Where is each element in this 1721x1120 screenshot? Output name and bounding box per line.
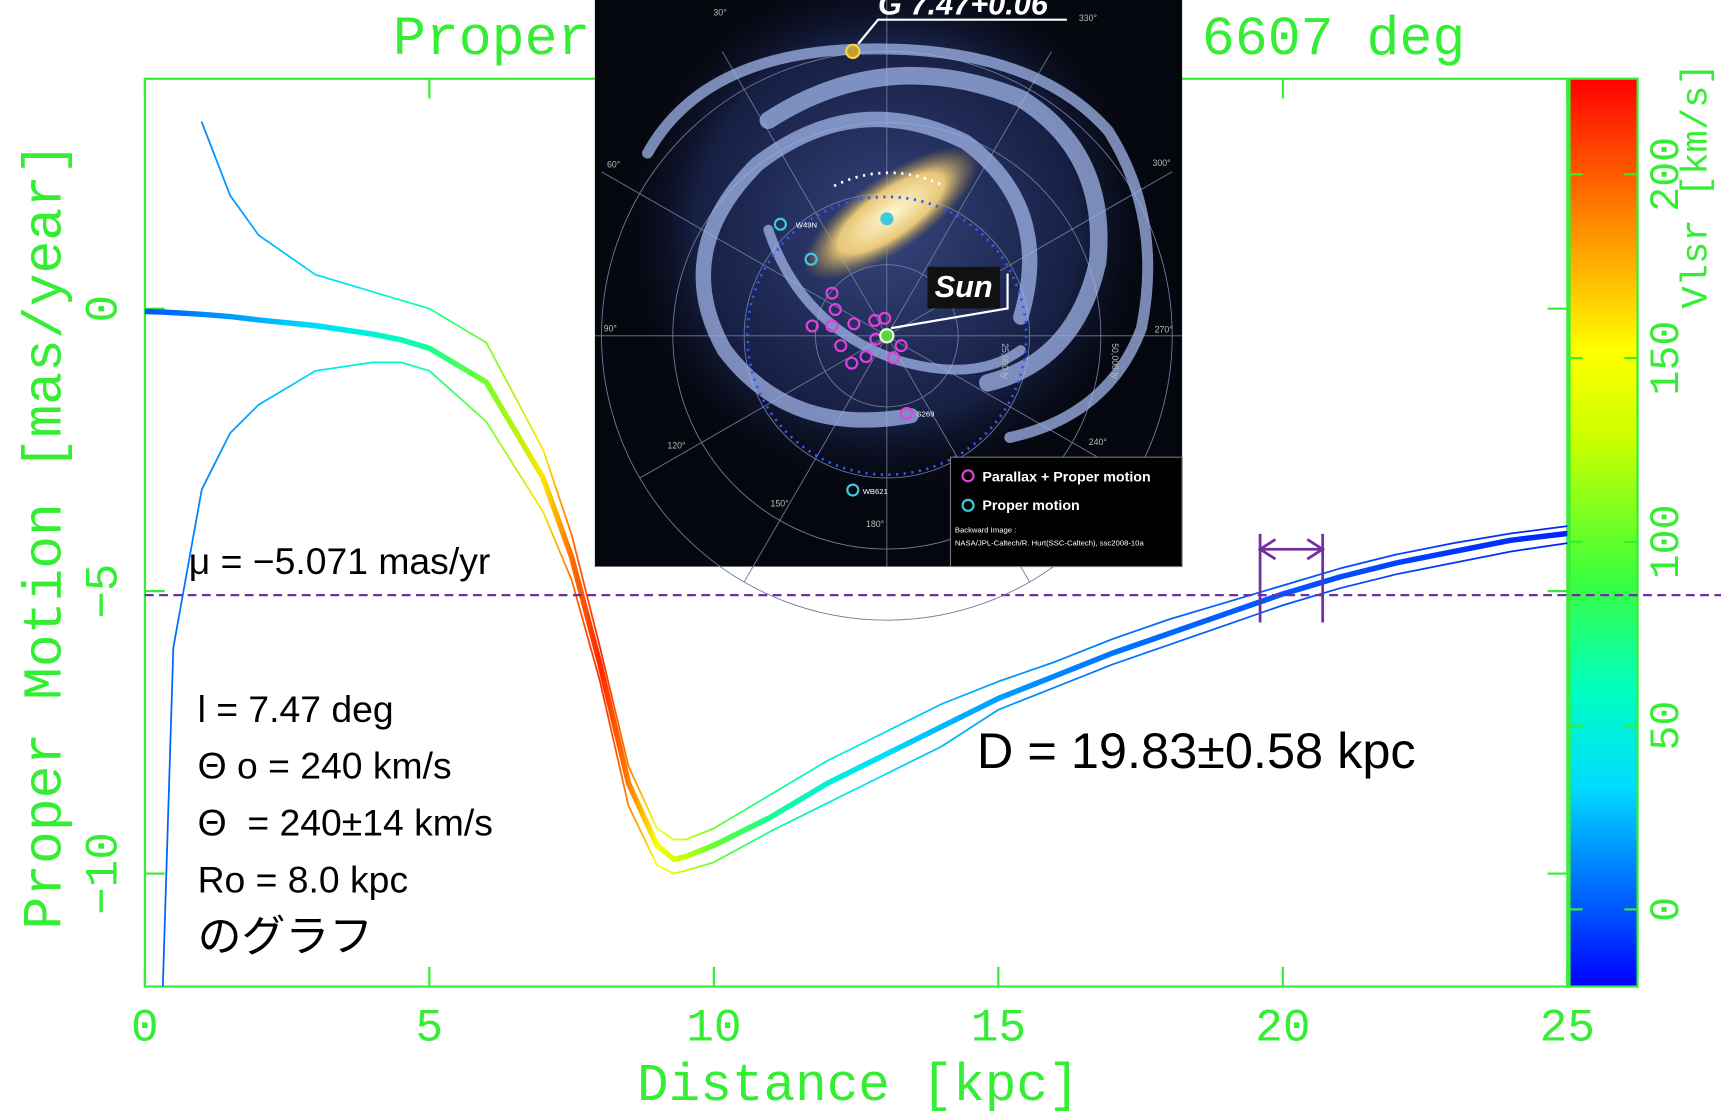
angle-label: 60° [607,159,620,169]
angle-label: 240° [1089,437,1107,447]
sun-marker [880,329,893,342]
legend-label: Parallax + Proper motion [982,470,1150,486]
x-axis-label: Distance [kpc] [637,1056,1080,1116]
y-axis-label: Proper Motion [mas/year] [16,142,78,929]
y-tick-label: −10 [78,832,130,915]
x-tick-label: 25 [1540,1002,1595,1054]
target-marker [846,45,859,58]
note: l = 7.47 deg [198,688,394,730]
legend-label: Proper motion [982,498,1079,514]
x-tick-label: 20 [1255,1002,1310,1054]
source-label: W49N [796,220,817,229]
angle-label: 30° [713,7,726,17]
x-tick-label: 5 [416,1002,444,1054]
sun-label: Sun [935,270,993,304]
colorbar [1570,79,1638,987]
ring-label: 50,000 ly [1110,343,1120,379]
credit: NASA/JPL-Caltech/R. Hurt(SSC-Caltech), s… [955,539,1145,548]
x-tick-label: 0 [131,1002,159,1054]
target-label: G 7.47+0.06 [878,0,1049,22]
colorbar-tick-label: 150 [1643,321,1691,396]
chart-title: Proper [393,9,591,71]
angle-label: 300° [1152,158,1170,168]
colorbar-tick-label: 50 [1643,701,1691,751]
colorbar-tick-label: 200 [1643,137,1691,212]
reference-label: μ = −5.071 mas/yr [189,540,491,582]
angle-label: 330° [1079,13,1097,23]
angle-label: 150° [770,498,788,508]
y-tick-label: −5 [78,564,130,619]
y-tick-label: 0 [78,295,130,323]
angle-label: 180° [866,519,884,529]
note: Θ = 240±14 km/s [198,802,493,844]
note: Θ o = 240 km/s [198,745,452,787]
source-label: WB621 [863,487,888,496]
angle-label: 120° [667,440,685,450]
x-tick-label: 15 [971,1002,1026,1054]
angle-label: 90° [604,323,617,333]
angle-label: 270° [1155,325,1173,335]
x-tick-label: 10 [686,1002,741,1054]
chart-title: 6607 deg [1202,9,1465,71]
note: のグラフ [198,912,374,963]
distance-label: D = 19.83±0.58 kpc [977,722,1416,779]
colorbar-tick-label: 100 [1643,504,1691,579]
credit: Backward Image : [955,526,1016,535]
galaxy-inset: W49N S269 WB621 Sun G 7.47+0.06 30° 60° … [595,0,1182,620]
source-label: S269 [916,410,934,419]
note: Ro = 8.0 kpc [198,859,409,901]
ring-label: 25,000 ly [1000,343,1010,379]
chart: Proper 6607 deg Distance [kpc] Proper Mo… [0,0,1721,1120]
page: {"chart_data": { "type": "line", "title"… [0,0,1721,1120]
colorbar-tick-label: 0 [1643,897,1691,922]
